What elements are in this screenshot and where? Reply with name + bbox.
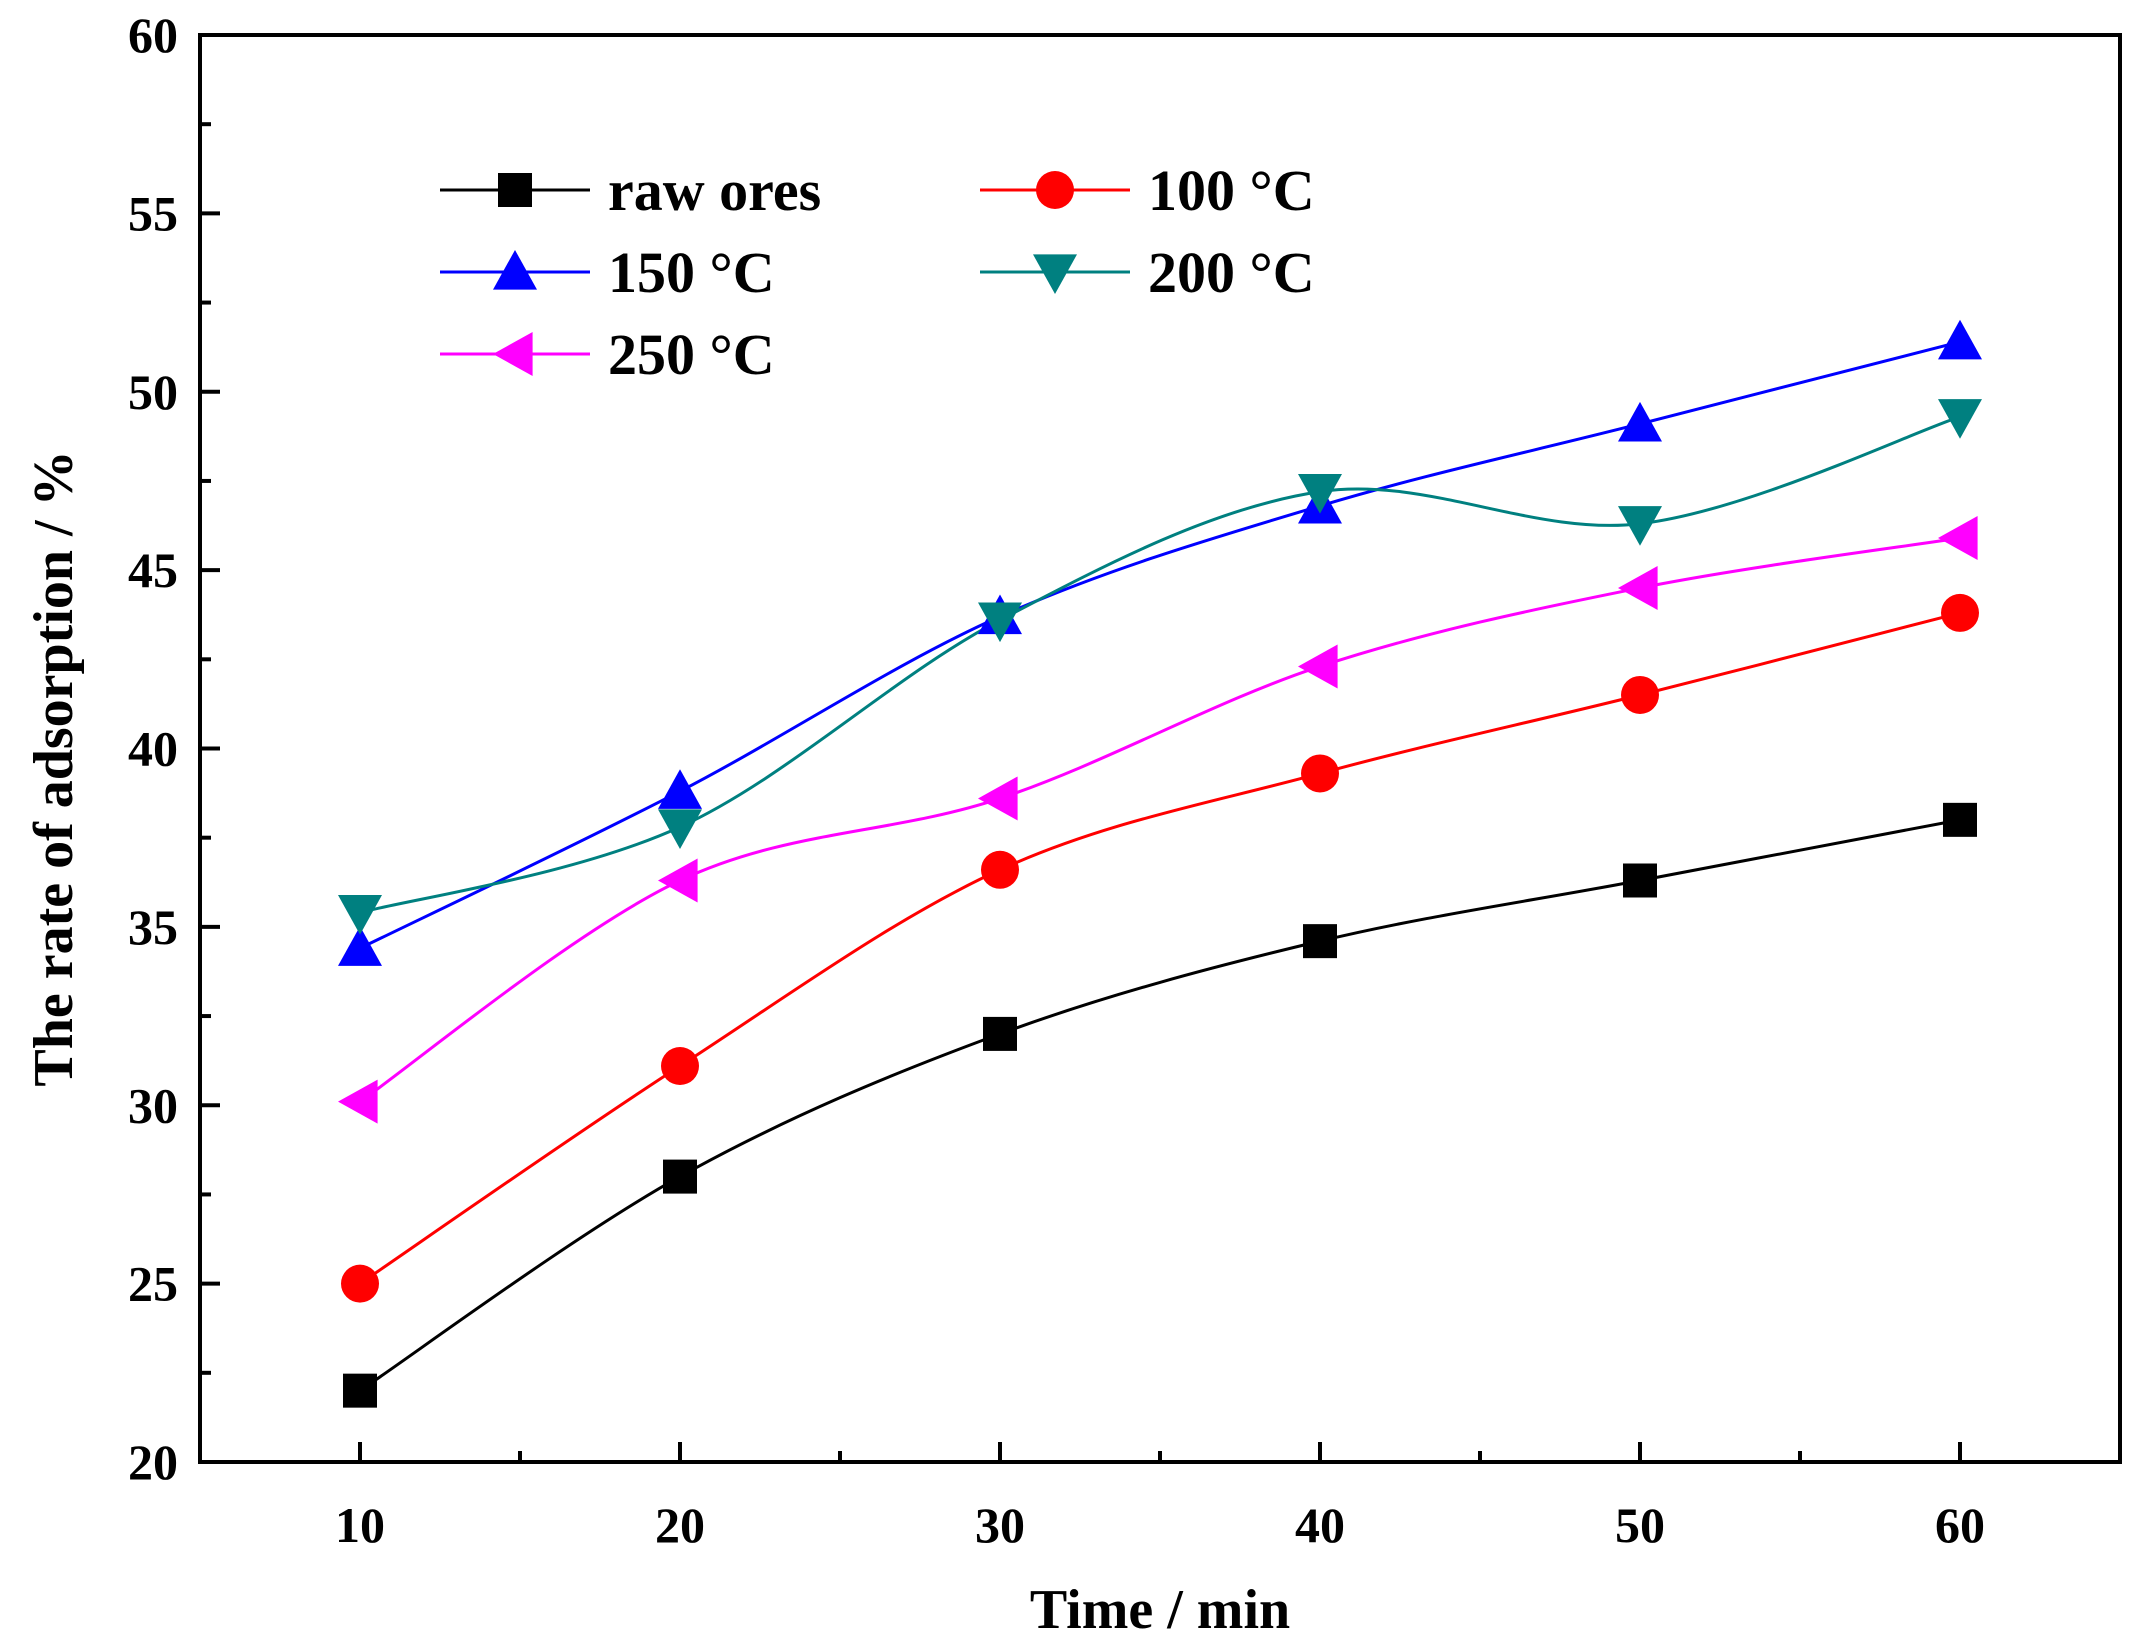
legend-marker bbox=[1033, 254, 1077, 294]
data-point-4 bbox=[978, 776, 1018, 821]
data-point-1 bbox=[1941, 593, 1979, 632]
data-point-3 bbox=[1618, 506, 1662, 546]
axis-tick-labels: 20 25 30 35 40 45 50 55 60 10 20 30 40 50 60 bbox=[128, 7, 1985, 1553]
x-tick-label: 30 bbox=[975, 1497, 1025, 1553]
data-point-1 bbox=[1621, 675, 1659, 714]
series-line-0 bbox=[359, 818, 1961, 1392]
data-point-0 bbox=[1943, 802, 1977, 837]
data-point-4 bbox=[1618, 565, 1658, 610]
x-axis-title: Time / min bbox=[1030, 1579, 1290, 1641]
y-tick-label: 45 bbox=[128, 542, 178, 598]
legend-label: 250 °C bbox=[608, 322, 775, 387]
legend: raw ores 100 °C 150 °C 200 °C 250 °C bbox=[440, 158, 1315, 387]
data-point-1 bbox=[1301, 754, 1339, 793]
series-markers bbox=[338, 319, 1982, 1408]
data-point-1 bbox=[661, 1047, 699, 1086]
legend-label: 150 °C bbox=[608, 240, 775, 305]
data-point-2 bbox=[338, 926, 382, 966]
data-point-1 bbox=[981, 850, 1019, 889]
data-point-3 bbox=[978, 602, 1022, 643]
y-tick-label: 55 bbox=[128, 185, 178, 241]
data-point-3 bbox=[658, 809, 702, 849]
legend-marker bbox=[1036, 171, 1074, 209]
data-point-0 bbox=[1623, 863, 1657, 898]
x-tick-label: 20 bbox=[655, 1497, 705, 1553]
x-tick-label: 60 bbox=[1935, 1497, 1985, 1553]
legend-marker bbox=[493, 250, 537, 290]
legend-marker bbox=[493, 332, 533, 376]
data-point-4 bbox=[338, 1079, 378, 1124]
data-point-4 bbox=[1938, 516, 1978, 561]
series-lines bbox=[359, 340, 1961, 1392]
legend-marker bbox=[498, 173, 532, 207]
data-point-3 bbox=[338, 895, 382, 935]
x-tick-label: 50 bbox=[1615, 1497, 1665, 1553]
x-tick-label: 40 bbox=[1295, 1497, 1345, 1553]
data-point-3 bbox=[1298, 474, 1342, 514]
y-tick-label: 50 bbox=[128, 364, 178, 420]
x-tick-label: 10 bbox=[335, 1497, 385, 1553]
y-axis-title: The rate of adsorption / % bbox=[23, 450, 85, 1086]
data-point-1 bbox=[341, 1264, 379, 1303]
data-point-0 bbox=[1303, 924, 1337, 959]
series-line-4 bbox=[359, 536, 1961, 1103]
data-point-0 bbox=[983, 1016, 1017, 1051]
data-point-3 bbox=[1938, 399, 1982, 439]
series-line-1 bbox=[359, 611, 1961, 1285]
data-point-0 bbox=[663, 1159, 697, 1194]
series-line-3 bbox=[359, 415, 1961, 915]
axis-ticks bbox=[198, 33, 2122, 1464]
y-tick-label: 25 bbox=[128, 1256, 178, 1312]
legend-label: 200 °C bbox=[1148, 240, 1315, 305]
legend-label: raw ores bbox=[608, 158, 821, 223]
series-line-2 bbox=[359, 340, 1961, 950]
y-tick-label: 40 bbox=[128, 721, 178, 777]
data-point-0 bbox=[343, 1373, 377, 1408]
legend-label: 100 °C bbox=[1148, 158, 1315, 223]
data-point-4 bbox=[1298, 644, 1338, 689]
data-point-2 bbox=[1618, 401, 1662, 442]
data-point-4 bbox=[658, 858, 698, 903]
data-point-2 bbox=[1938, 319, 1982, 360]
y-tick-label: 60 bbox=[128, 7, 178, 63]
data-point-2 bbox=[658, 769, 702, 809]
y-tick-label: 35 bbox=[128, 899, 178, 955]
y-tick-label: 20 bbox=[128, 1434, 178, 1490]
y-tick-label: 30 bbox=[128, 1077, 178, 1133]
